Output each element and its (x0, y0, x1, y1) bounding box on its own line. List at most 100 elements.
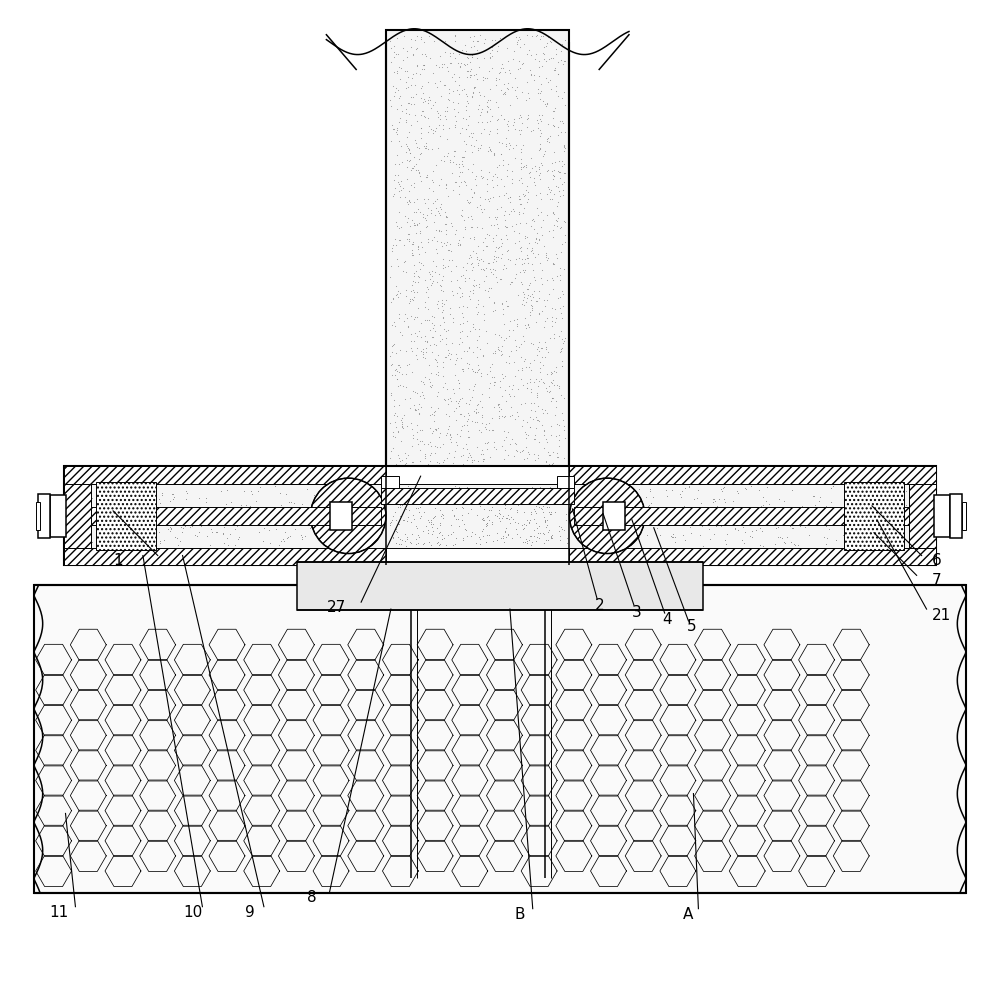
Point (306, 493, 322, 509)
Point (434, 528, 450, 544)
Point (516, 37, 532, 53)
Point (314, 479, 330, 495)
Point (551, 165, 567, 181)
Point (413, 491, 429, 507)
Point (412, 499, 428, 515)
Point (531, 232, 547, 248)
Point (514, 360, 530, 376)
Point (497, 218, 513, 234)
Point (539, 293, 555, 309)
Point (449, 272, 465, 288)
Point (418, 219, 434, 235)
Point (439, 103, 455, 119)
Point (481, 423, 497, 438)
Point (549, 483, 565, 499)
Point (410, 401, 426, 417)
Point (728, 517, 744, 533)
Point (539, 434, 555, 450)
Point (735, 519, 751, 535)
Point (485, 344, 501, 360)
Point (481, 527, 497, 543)
Point (522, 355, 538, 371)
Point (238, 497, 254, 513)
Point (388, 483, 404, 499)
Point (412, 453, 428, 469)
Point (386, 186, 402, 202)
Point (474, 511, 490, 527)
Point (316, 493, 332, 509)
Point (163, 520, 179, 536)
Point (534, 340, 550, 356)
Point (497, 523, 513, 539)
Point (794, 498, 810, 514)
Point (513, 145, 529, 161)
Point (772, 517, 788, 533)
Point (505, 321, 521, 337)
Point (414, 61, 430, 76)
Point (424, 475, 440, 491)
Point (443, 243, 459, 259)
Point (424, 329, 440, 345)
Point (550, 163, 566, 179)
Point (398, 80, 414, 96)
Point (455, 314, 471, 330)
Point (511, 53, 527, 68)
Point (438, 538, 454, 554)
Point (468, 535, 484, 551)
Point (391, 133, 407, 149)
Point (503, 275, 519, 291)
Point (713, 481, 729, 497)
Point (490, 38, 506, 54)
Point (424, 173, 440, 188)
Point (499, 40, 515, 56)
Point (487, 374, 503, 390)
Point (491, 505, 507, 521)
Point (431, 177, 447, 192)
Point (401, 95, 417, 111)
Point (540, 116, 556, 132)
Point (494, 389, 510, 405)
Point (552, 533, 568, 549)
Point (232, 514, 248, 530)
Point (535, 357, 551, 373)
Point (519, 111, 535, 127)
Point (382, 270, 398, 286)
Point (472, 531, 488, 547)
Point (482, 123, 498, 139)
Point (755, 489, 771, 505)
Point (515, 534, 531, 550)
Point (383, 98, 399, 114)
Point (193, 518, 209, 534)
Point (481, 139, 497, 155)
Point (532, 85, 548, 101)
Point (716, 491, 732, 507)
Point (434, 273, 450, 289)
Point (455, 149, 471, 165)
Point (421, 515, 437, 531)
Point (455, 309, 471, 324)
Point (388, 456, 404, 472)
Point (440, 242, 456, 258)
Point (554, 521, 570, 537)
Point (557, 484, 573, 500)
Point (484, 490, 500, 506)
Point (213, 500, 229, 516)
Point (459, 88, 475, 104)
Point (337, 528, 353, 544)
Point (790, 537, 806, 553)
Point (416, 376, 432, 392)
Point (533, 191, 549, 207)
Point (524, 212, 540, 228)
Point (538, 39, 554, 55)
Point (520, 191, 536, 207)
Point (664, 529, 680, 545)
Point (865, 506, 881, 522)
Point (385, 187, 401, 203)
Point (529, 389, 545, 405)
Point (480, 508, 496, 524)
Point (767, 536, 783, 552)
Point (432, 199, 448, 215)
Point (420, 141, 436, 157)
Point (545, 256, 561, 272)
Text: 6: 6 (932, 553, 941, 568)
